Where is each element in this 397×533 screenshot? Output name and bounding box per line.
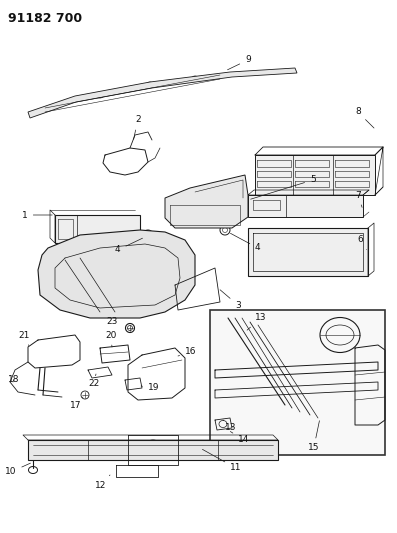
Text: 17: 17: [70, 397, 83, 409]
Text: 10: 10: [5, 463, 31, 477]
Text: 9: 9: [227, 55, 251, 70]
Text: 19: 19: [141, 384, 160, 392]
Text: 6: 6: [357, 236, 366, 249]
Text: 4: 4: [115, 238, 143, 254]
Text: 11: 11: [202, 449, 241, 472]
Polygon shape: [28, 440, 278, 460]
Text: 8: 8: [355, 108, 374, 128]
Polygon shape: [255, 155, 375, 195]
Text: 13: 13: [223, 420, 237, 432]
Polygon shape: [248, 228, 368, 276]
Polygon shape: [210, 310, 385, 455]
Text: 22: 22: [88, 374, 99, 387]
Text: 12: 12: [95, 475, 110, 489]
Text: 7: 7: [355, 190, 362, 207]
Text: 4: 4: [230, 233, 260, 253]
Text: 14: 14: [230, 432, 249, 445]
Text: 23: 23: [107, 318, 118, 327]
Polygon shape: [248, 195, 363, 217]
Text: 91182 700: 91182 700: [8, 12, 82, 25]
Polygon shape: [38, 230, 195, 318]
Text: 3: 3: [220, 290, 241, 310]
Text: 5: 5: [251, 175, 316, 199]
Text: 20: 20: [105, 330, 116, 347]
Polygon shape: [165, 175, 248, 228]
Text: 18: 18: [8, 376, 19, 384]
Text: 21: 21: [18, 330, 29, 345]
Polygon shape: [28, 68, 297, 118]
Text: 13: 13: [247, 313, 266, 330]
Text: 15: 15: [308, 421, 320, 453]
Text: 2: 2: [134, 116, 141, 139]
Text: 16: 16: [178, 348, 197, 357]
Text: 1: 1: [22, 211, 52, 220]
Polygon shape: [55, 215, 140, 243]
